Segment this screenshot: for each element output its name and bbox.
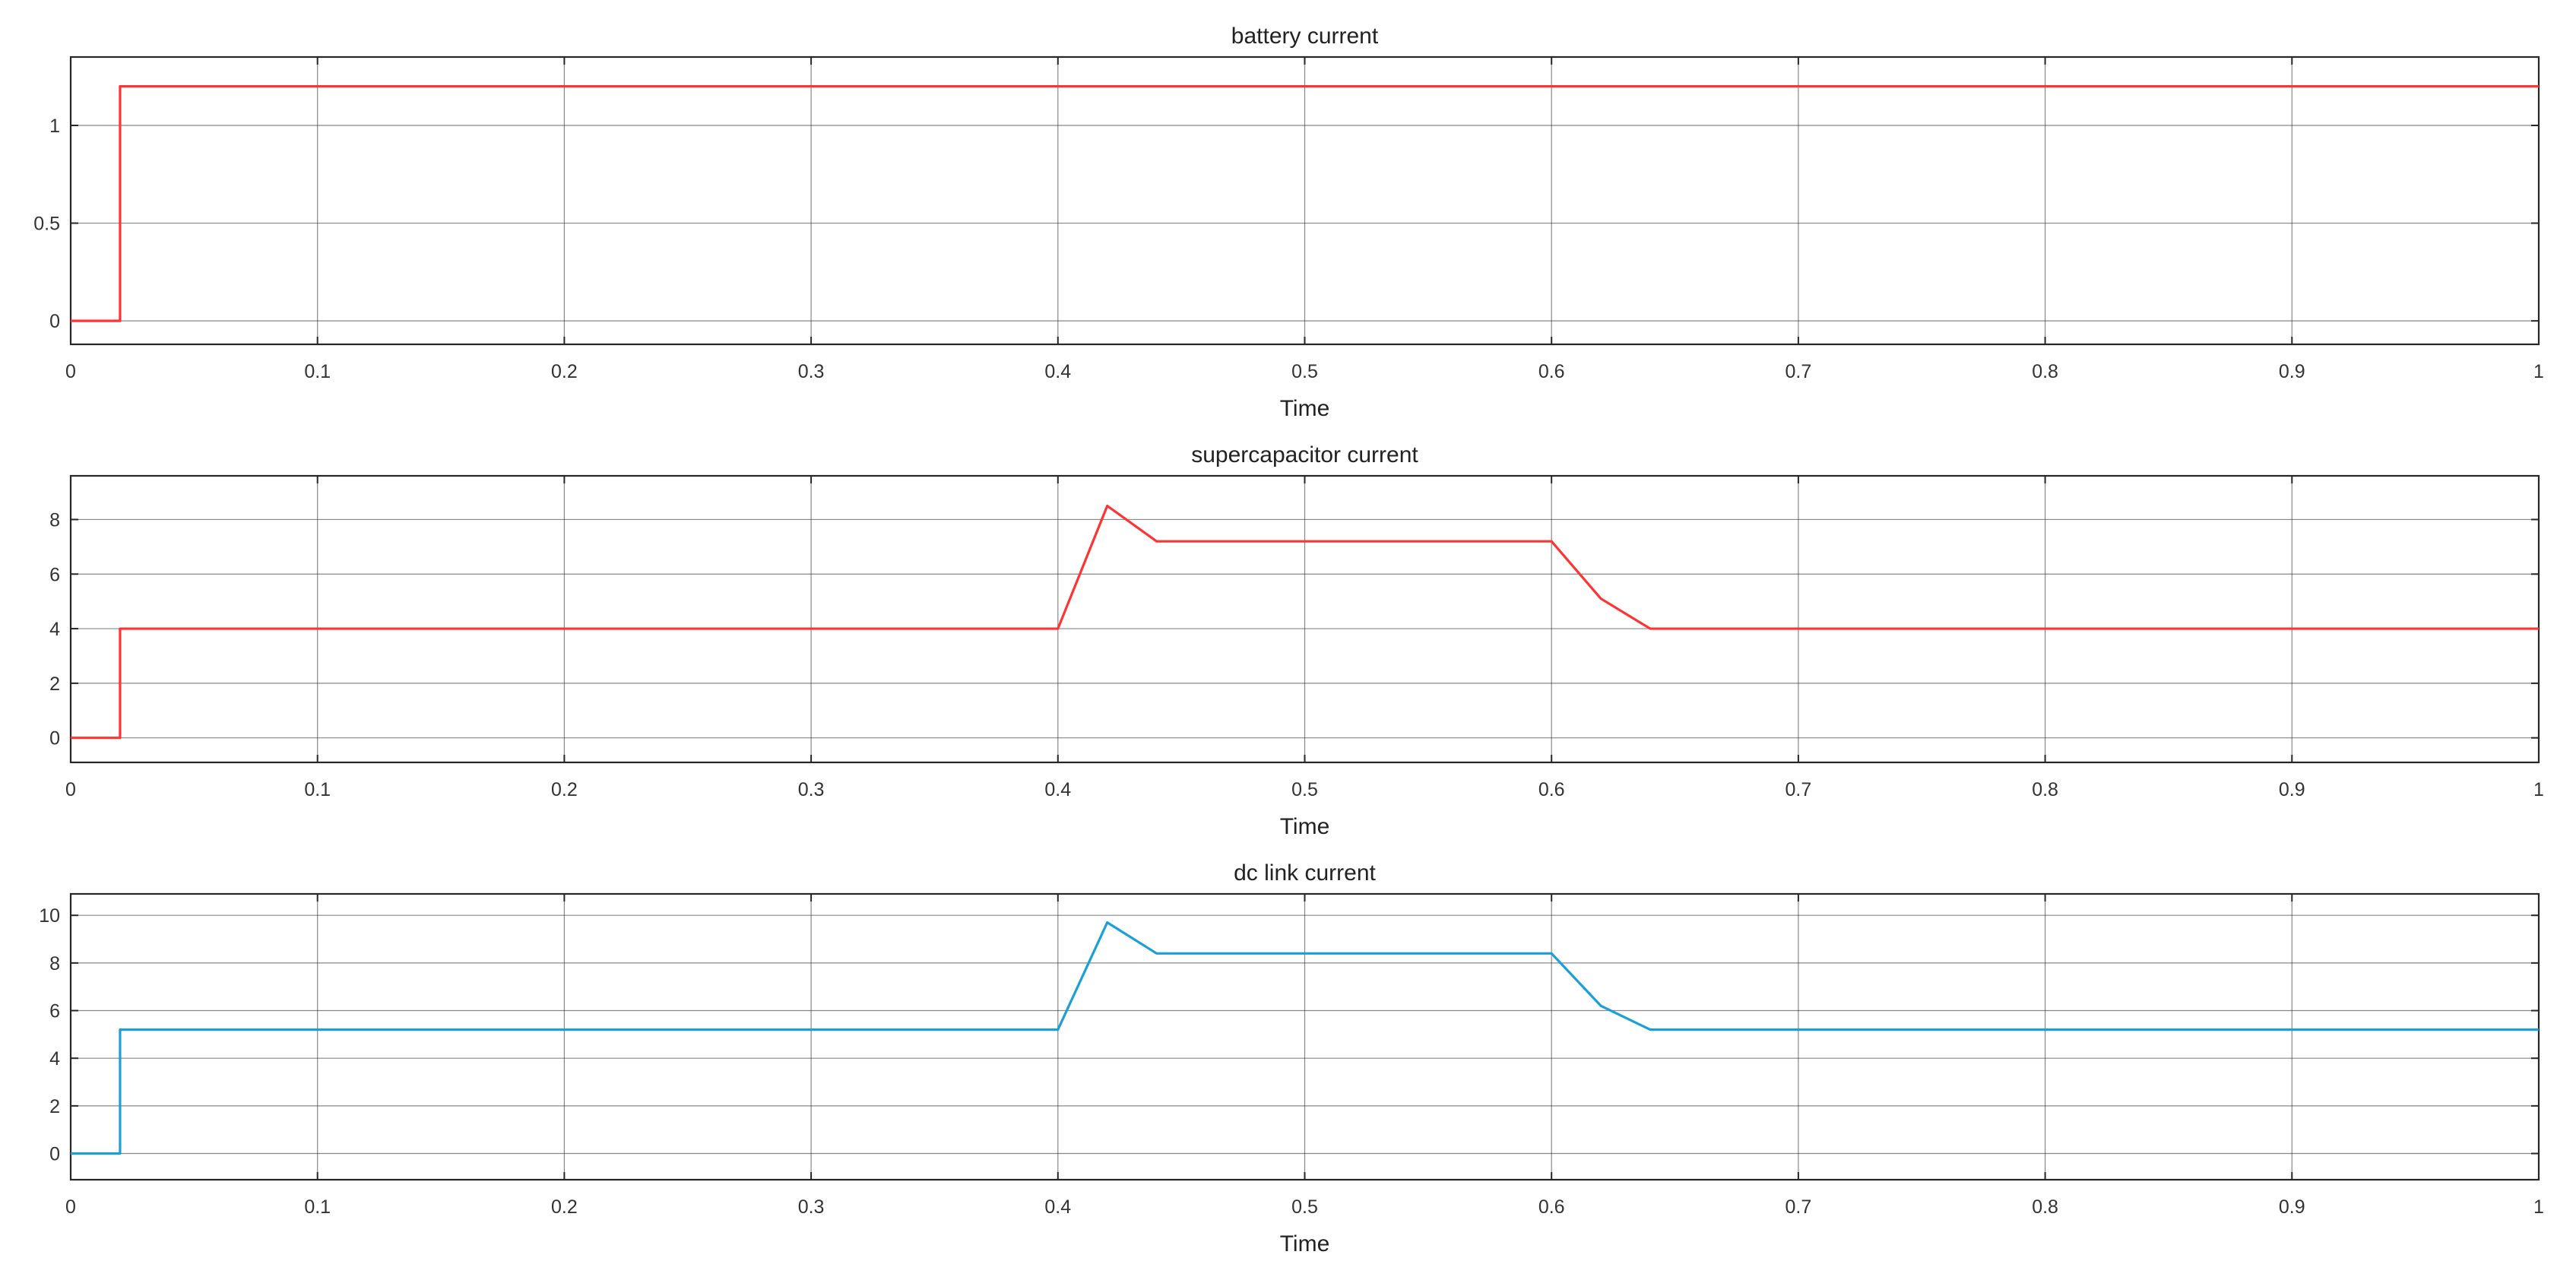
x-tick-label: 0.4 <box>1044 361 1071 382</box>
y-tick-label: 0.5 <box>33 214 60 235</box>
y-tick-label: 6 <box>49 564 60 585</box>
series-line-1 <box>71 921 2539 1155</box>
x-tick-label: 0.7 <box>1785 361 1812 382</box>
series-line-1 <box>71 504 2539 740</box>
x-tick-label: 0.2 <box>551 779 578 800</box>
x-tick-label: 0.9 <box>2279 779 2305 800</box>
x-tick-label: 0.1 <box>304 779 331 800</box>
x-tick-label: 0.1 <box>304 361 331 382</box>
x-tick-label: 0.9 <box>2279 361 2305 382</box>
x-tick-label: 0.3 <box>798 1196 825 1218</box>
x-axis-label: Time <box>1280 396 1330 421</box>
y-tick-label: 2 <box>49 1096 60 1117</box>
y-tick-label: 0 <box>49 1144 60 1165</box>
y-tick-label: 4 <box>49 619 60 640</box>
y-tick-label: 6 <box>49 1001 60 1022</box>
x-tick-label: 1 <box>2533 779 2544 800</box>
x-tick-label: 0.1 <box>304 1196 331 1218</box>
x-tick-label: 0.5 <box>1291 361 1318 382</box>
y-tick-label: 4 <box>49 1048 60 1069</box>
x-tick-label: 0.2 <box>551 1196 578 1218</box>
x-tick-label: 0.5 <box>1291 779 1318 800</box>
x-tick-label: 0 <box>65 1196 76 1218</box>
y-tick-label: 10 <box>39 905 60 927</box>
x-tick-label: 0.2 <box>551 361 578 382</box>
x-tick-label: 1 <box>2533 361 2544 382</box>
x-tick-label: 0 <box>65 361 76 382</box>
y-tick-label: 0 <box>49 728 60 749</box>
x-tick-label: 0.3 <box>798 361 825 382</box>
x-tick-label: 0.7 <box>1785 779 1812 800</box>
x-tick-label: 0.7 <box>1785 1196 1812 1218</box>
x-tick-label: 1 <box>2533 1196 2544 1218</box>
x-tick-label: 0.8 <box>2032 361 2058 382</box>
plot-title: battery current <box>1231 24 1379 49</box>
y-tick-label: 2 <box>49 673 60 695</box>
x-tick-label: 0.6 <box>1538 361 1565 382</box>
y-tick-label: 1 <box>49 116 60 137</box>
x-tick-label: 0.8 <box>2032 1196 2058 1218</box>
y-tick-label: 0 <box>49 311 60 332</box>
y-tick-label: 8 <box>49 953 60 974</box>
x-tick-label: 0.9 <box>2279 1196 2305 1218</box>
plot-title: supercapacitor current <box>1191 442 1418 467</box>
x-tick-label: 0 <box>65 779 76 800</box>
x-tick-label: 0.3 <box>798 779 825 800</box>
x-tick-label: 0.6 <box>1538 1196 1565 1218</box>
plot-title: dc link current <box>1234 860 1376 886</box>
x-axis-label: Time <box>1280 814 1330 839</box>
subplot-1: 0 0.1 0.2 0.3 0.4 0.5 0.6 0.7 0.8 0.9 1 0 0.5 1 batter… <box>33 24 2544 421</box>
subplot-2: 0 0.1 0.2 0.3 0.4 0.5 0.6 0.7 0.8 0.9 1 0 2 4 6 8 superc… <box>49 442 2544 839</box>
series-line-1 <box>71 84 2539 322</box>
x-tick-label: 0.8 <box>2032 779 2058 800</box>
x-tick-label: 0.6 <box>1538 779 1565 800</box>
y-tick-label: 8 <box>49 509 60 531</box>
x-tick-label: 0.4 <box>1044 779 1071 800</box>
x-tick-label: 0.5 <box>1291 1196 1318 1218</box>
x-axis-label: Time <box>1280 1231 1330 1256</box>
x-tick-label: 0.4 <box>1044 1196 1071 1218</box>
